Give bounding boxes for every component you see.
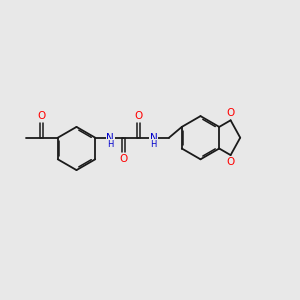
Text: H: H <box>107 140 113 149</box>
Text: O: O <box>119 154 128 164</box>
Text: O: O <box>134 111 142 121</box>
Text: N: N <box>106 133 114 143</box>
Text: H: H <box>150 140 157 149</box>
Text: N: N <box>149 133 157 143</box>
Text: O: O <box>226 108 235 118</box>
Text: O: O <box>37 111 45 121</box>
Text: O: O <box>226 157 235 167</box>
